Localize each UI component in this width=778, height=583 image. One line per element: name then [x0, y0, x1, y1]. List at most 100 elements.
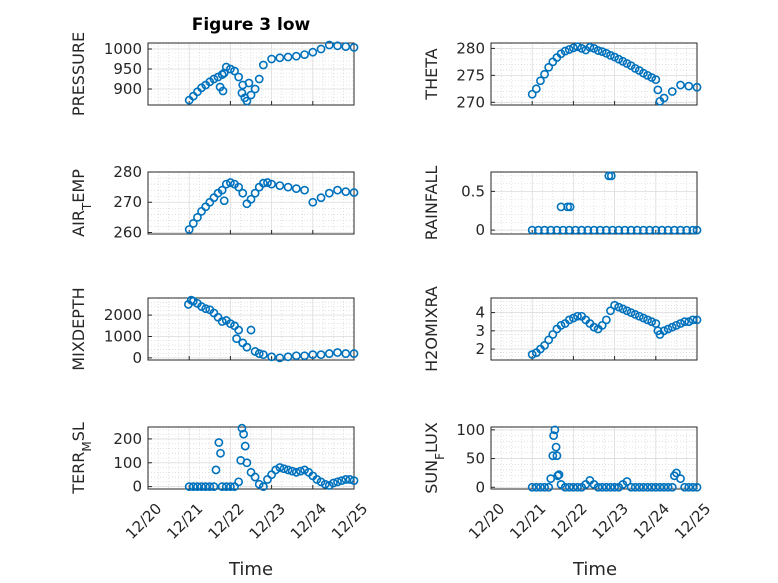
- data-point: [669, 225, 679, 235]
- data-point: [680, 317, 690, 327]
- data-point: [663, 482, 673, 492]
- data-point: [217, 70, 227, 79]
- series-air_temp: [184, 178, 359, 234]
- data-point: [225, 482, 235, 492]
- data-point: [527, 225, 537, 235]
- data-point: [577, 225, 587, 235]
- data-point: [217, 317, 227, 326]
- data-point: [275, 353, 285, 363]
- data-point: [341, 187, 351, 197]
- data-point: [240, 441, 250, 451]
- data-point: [643, 315, 652, 325]
- y-tick-label: 270: [113, 193, 142, 211]
- data-point: [688, 482, 698, 492]
- data-point: [571, 225, 580, 235]
- data-point: [218, 86, 228, 96]
- data-point: [663, 225, 673, 235]
- data-point: [573, 482, 582, 492]
- data-point: [593, 46, 603, 55]
- data-point: [283, 52, 293, 62]
- y-axis-label-mixdepth: MIXDEPTH: [69, 287, 88, 370]
- data-point: [201, 482, 211, 492]
- y-tick-label: 200: [113, 430, 142, 448]
- y-tick-label: 275: [456, 66, 485, 84]
- data-point: [193, 212, 202, 222]
- data-point: [564, 45, 574, 54]
- y-axis-label-theta: THETA: [422, 48, 441, 100]
- data-point: [583, 225, 593, 235]
- data-point: [565, 202, 575, 212]
- data-point: [610, 300, 619, 310]
- data-point: [324, 40, 334, 50]
- y-tick-label: 100: [113, 454, 142, 472]
- data-point: [597, 482, 607, 492]
- data-point: [217, 482, 227, 492]
- data-point: [630, 482, 640, 492]
- data-point: [688, 225, 698, 235]
- y-tick-label: 3: [475, 322, 485, 340]
- data-point: [647, 317, 657, 327]
- data-point: [316, 44, 326, 54]
- data-point: [320, 479, 330, 489]
- data-point: [201, 304, 211, 314]
- data-point: [217, 185, 227, 195]
- data-point: [308, 350, 318, 360]
- data-point: [242, 458, 252, 468]
- data-point: [341, 475, 351, 484]
- data-point: [684, 482, 694, 492]
- data-point: [672, 468, 681, 478]
- data-point: [659, 93, 669, 103]
- data-point: [667, 322, 677, 332]
- data-point: [349, 188, 359, 197]
- data-point: [564, 482, 574, 492]
- data-point: [544, 335, 554, 345]
- data-point: [242, 96, 252, 106]
- data-point: [197, 482, 206, 492]
- data-point: [643, 482, 652, 492]
- data-point: [551, 442, 561, 452]
- x-axis-label-right: Time: [572, 559, 617, 580]
- data-point: [254, 349, 264, 358]
- data-point: [577, 43, 587, 53]
- data-point: [219, 196, 229, 206]
- data-point: [291, 51, 301, 61]
- data-point: [536, 76, 545, 86]
- data-point: [601, 315, 611, 325]
- data-point: [626, 308, 636, 317]
- data-point: [279, 464, 289, 474]
- data-point: [527, 482, 537, 492]
- data-point: [554, 470, 564, 480]
- data-point: [692, 82, 702, 92]
- data-point: [246, 194, 256, 204]
- data-point: [682, 225, 692, 235]
- data-point: [692, 315, 702, 325]
- data-point: [659, 482, 669, 492]
- data-point: [328, 478, 338, 488]
- data-point: [560, 482, 570, 492]
- data-point: [589, 322, 599, 332]
- data-point: [296, 466, 305, 476]
- data-point: [639, 225, 648, 235]
- data-point: [316, 193, 326, 203]
- data-point: [606, 171, 616, 181]
- data-point: [527, 89, 537, 99]
- y-tick-label: 0: [132, 349, 142, 367]
- data-point: [244, 78, 254, 88]
- x-tick-label: 12/22: [204, 500, 247, 543]
- y-tick-label: 1000: [104, 327, 142, 345]
- data-point: [558, 225, 568, 235]
- data-point: [531, 482, 541, 492]
- data-point: [308, 47, 318, 57]
- y-tick-label: 280: [456, 39, 485, 57]
- data-point: [238, 188, 248, 198]
- data-point: [246, 325, 256, 335]
- data-point: [193, 482, 202, 492]
- data-point: [333, 477, 342, 487]
- data-point: [684, 81, 694, 91]
- data-point: [205, 482, 215, 492]
- y-axis-label-sun_flux: SUNFLUX: [422, 422, 447, 494]
- x-tick-label: 12/23: [246, 500, 289, 543]
- y-axis-label-rainfall: RAINFALL: [422, 166, 441, 241]
- data-point: [536, 482, 545, 492]
